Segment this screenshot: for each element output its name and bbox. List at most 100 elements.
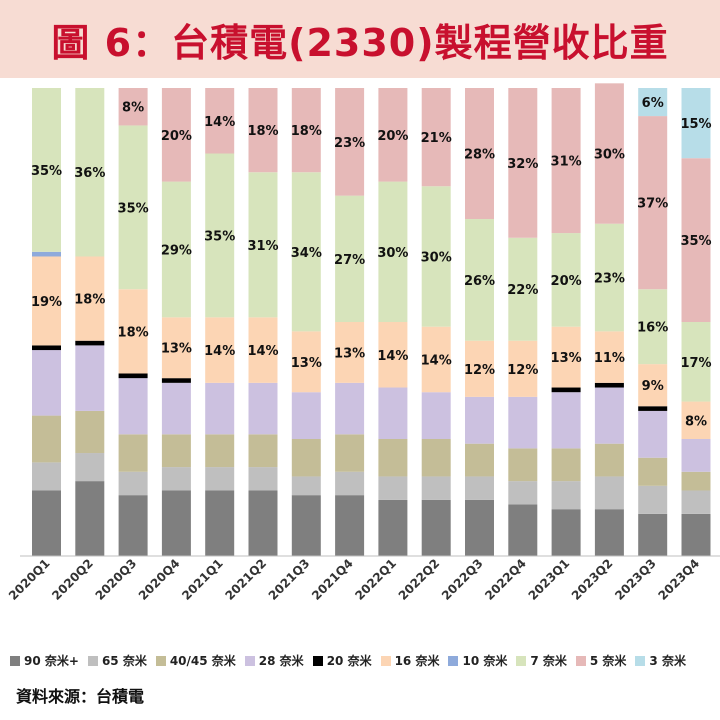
x-tick-label: 2020Q2 — [49, 556, 96, 603]
data-label: 11% — [594, 351, 625, 366]
bar-segment — [118, 378, 148, 435]
bar-segment — [681, 490, 711, 514]
legend-swatch — [10, 655, 20, 666]
bar-segment — [594, 331, 624, 383]
bar-segment — [681, 322, 711, 402]
bar-segment — [248, 382, 278, 435]
bar-segment — [594, 382, 624, 388]
bar-segment — [421, 499, 451, 556]
bar-segment — [465, 499, 494, 556]
bar-segment — [508, 504, 538, 556]
data-label: 19% — [31, 295, 62, 310]
data-label: 17% — [680, 356, 711, 371]
bar-segment — [421, 88, 451, 187]
bar-segment — [508, 237, 538, 341]
data-label: 28% — [464, 148, 495, 163]
bar-segment — [638, 457, 668, 486]
bar-segment — [638, 513, 668, 556]
data-label: 13% — [551, 351, 582, 366]
data-label: 18% — [247, 124, 278, 139]
bar-segment — [248, 434, 278, 468]
data-label: 12% — [464, 363, 495, 378]
bar-segment — [291, 172, 321, 332]
bar-segment — [421, 186, 451, 327]
data-label: 18% — [118, 325, 149, 340]
legend-label: 5 奈米 — [589, 654, 627, 668]
bar-segment — [508, 340, 538, 397]
bar-segment — [594, 387, 624, 444]
data-label: 8% — [685, 414, 707, 429]
bar-segment — [32, 251, 61, 257]
x-tick-label: 2020Q1 — [6, 556, 53, 603]
data-label: 30% — [421, 250, 452, 265]
bar-segment — [681, 513, 711, 556]
bar-segment — [465, 219, 494, 341]
x-tick-label: 2020Q3 — [93, 556, 140, 603]
legend-swatch — [312, 655, 323, 666]
bar-segment — [75, 453, 105, 482]
bar-segment — [378, 322, 408, 388]
bar-segment — [291, 476, 321, 496]
data-label: 30% — [594, 148, 625, 163]
data-label: 14% — [377, 349, 408, 364]
legend-item: 20 奈米 — [312, 652, 372, 669]
bar-segment — [594, 83, 624, 224]
bar-segment — [378, 499, 408, 556]
legend-swatch — [244, 655, 255, 666]
bar-segment — [421, 392, 451, 439]
legend-label: 65 奈米 — [101, 654, 147, 668]
data-label: 35% — [680, 234, 711, 249]
legend-swatch — [448, 655, 459, 666]
bar-segment — [161, 434, 191, 468]
legend-item: 65 奈米 — [87, 652, 147, 669]
bar-segment — [291, 439, 321, 477]
stacked-bar-chart: 19% 35% 18% 36% 18% 35% 8% 13% 29% 20% 14% 35% 14% 14… — [6, 83, 720, 603]
x-tick-labels-layer: 2020Q12020Q22020Q32020Q42021Q12021Q22021… — [6, 556, 702, 603]
bar-segment — [118, 289, 148, 374]
data-label: 13% — [161, 342, 192, 357]
x-tick-label: 2022Q3 — [439, 556, 486, 603]
bar-segment — [681, 88, 711, 159]
bar-segment — [465, 443, 494, 477]
bar-segment — [421, 326, 451, 393]
bar-segment — [161, 382, 191, 435]
bar-segment — [594, 443, 624, 477]
data-labels-layer: 19% 35% 18% 36% 18% 35% 8% 13% 29% 20% 14% 35% 14% 14… — [31, 96, 712, 429]
data-label: 35% — [31, 164, 62, 179]
bar-segment — [638, 364, 668, 407]
bar-segment — [638, 406, 668, 411]
x-tick-label: 2023Q2 — [569, 556, 616, 603]
bar-segment — [594, 509, 624, 556]
data-label: 20% — [551, 274, 582, 289]
x-tick-label: 2022Q4 — [482, 556, 529, 603]
bar-segment — [508, 481, 538, 505]
data-label: 27% — [334, 253, 365, 268]
bar-segment — [291, 88, 321, 173]
bar-segment — [594, 223, 624, 332]
x-tick-label: 2023Q4 — [655, 556, 702, 603]
bar-segment — [248, 172, 278, 318]
bar-segment — [335, 322, 365, 383]
bar-segment — [335, 88, 365, 196]
x-tick-label: 2021Q1 — [179, 556, 226, 603]
data-label: 23% — [334, 136, 365, 151]
bar-segment — [335, 382, 365, 435]
bar-segment — [551, 387, 581, 393]
bar-segment — [75, 410, 105, 454]
legend: 90 奈米+ 65 奈米 40/45 奈米 28 奈米 20 奈米 16 奈米 10 奈米 7… — [10, 652, 720, 669]
bar-segment — [32, 462, 61, 491]
bar-segment — [508, 448, 538, 482]
bars-layer — [32, 83, 711, 556]
legend-item: 40/45 奈米 — [155, 652, 236, 669]
bar-segment — [335, 195, 365, 322]
legend-label: 16 奈米 — [394, 654, 440, 668]
bar-segment — [335, 495, 365, 556]
bar-segment — [594, 476, 624, 510]
bar-segment — [32, 415, 61, 463]
data-label: 31% — [551, 155, 582, 170]
legend-item: 10 奈米 — [448, 652, 507, 669]
legend-swatch — [635, 655, 646, 666]
data-label: 23% — [594, 272, 625, 287]
bar-segment — [118, 495, 148, 556]
data-label: 21% — [421, 131, 452, 146]
